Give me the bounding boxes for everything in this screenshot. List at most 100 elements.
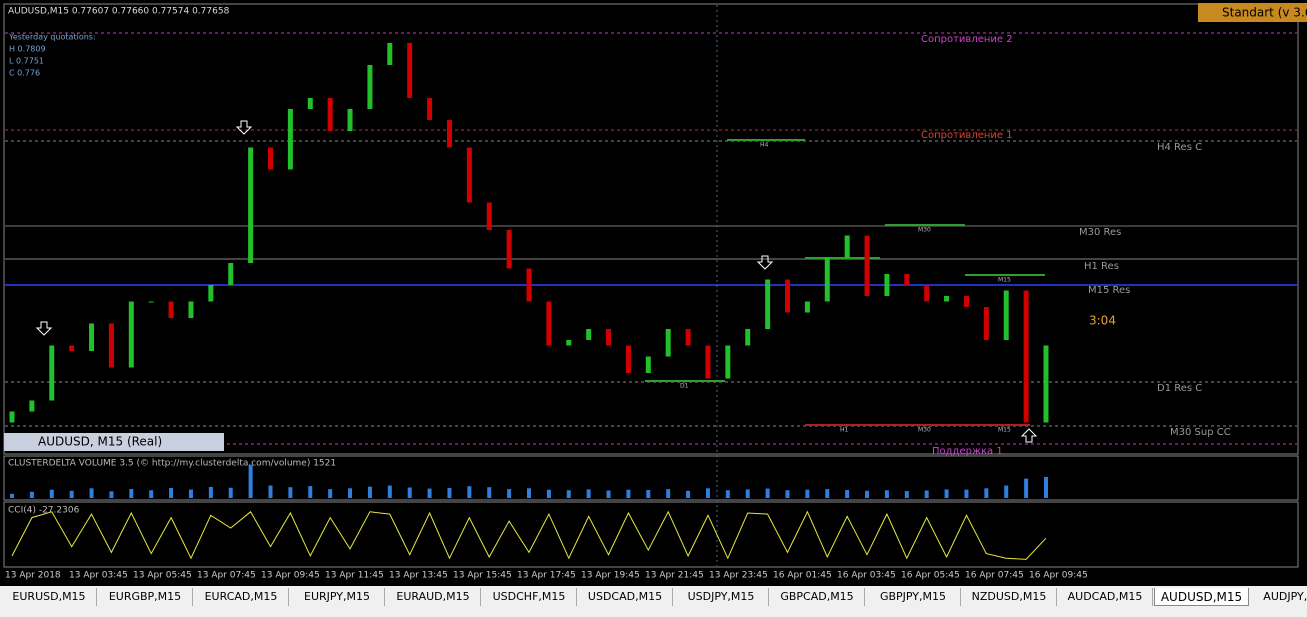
candle — [586, 329, 592, 340]
volume-bar — [884, 490, 889, 498]
symbol-tab[interactable]: EURCAD,M15 — [194, 588, 289, 606]
volume-bar — [507, 489, 512, 498]
chart-area: AUDUSD,M15 0.77607 0.77660 0.77574 0.776… — [3, 3, 1307, 581]
volume-bar — [566, 490, 571, 498]
candle — [884, 274, 890, 296]
volume-bar — [188, 489, 193, 498]
candle — [367, 65, 373, 109]
symbol-tab[interactable]: USDJPY,M15 — [674, 588, 769, 606]
candle — [506, 230, 512, 269]
symbol-tab[interactable]: EURAUD,M15 — [386, 588, 481, 606]
candle — [566, 340, 572, 346]
symbol-tab[interactable]: AUDUSD,M15 — [1154, 588, 1249, 606]
candle — [804, 301, 810, 313]
time-label: 13 Apr 13:45 — [389, 571, 448, 581]
candle — [347, 109, 353, 131]
level-label: M30 Res — [1079, 227, 1121, 238]
candle — [268, 147, 273, 170]
volume-bar — [467, 486, 472, 498]
candle — [228, 263, 234, 285]
volume-bar — [924, 490, 929, 498]
volume-bar — [546, 489, 551, 498]
candle — [665, 329, 671, 357]
volume-bar — [228, 487, 233, 498]
cci-label: CCI(4) -27.2306 — [8, 506, 80, 516]
candle — [446, 120, 452, 148]
volume-bar — [308, 486, 313, 498]
volume-bar — [904, 491, 909, 498]
candle — [765, 279, 771, 329]
volume-bar — [646, 489, 651, 498]
symbol-tab[interactable]: GBPCAD,M15 — [770, 588, 865, 606]
volume-bar — [705, 488, 710, 498]
volume-label: CLUSTERDELTA VOLUME 3.5 (© http://my.clu… — [8, 459, 336, 469]
volume-bar — [725, 490, 730, 498]
volume-bar — [745, 489, 750, 498]
volume-bar — [49, 489, 54, 498]
symbol-tab[interactable]: EURJPY,M15 — [290, 588, 385, 606]
candle — [407, 43, 413, 98]
time-label: 13 Apr 23:45 — [709, 571, 768, 581]
symbol-tab[interactable]: AUDJPY,M15 — [1250, 588, 1307, 606]
volume-bar — [984, 488, 989, 498]
time-label: 16 Apr 05:45 — [901, 571, 960, 581]
volume-bar — [447, 488, 452, 498]
indicator-name: Standart (v 3.6 — [1222, 6, 1307, 20]
time-label: 13 Apr 21:45 — [645, 571, 704, 581]
candle — [188, 301, 194, 318]
volume-bar — [29, 491, 34, 498]
level-label: Поддержка 1 — [932, 446, 1003, 457]
yesterday-close: C 0.776 — [9, 69, 40, 78]
time-label: 13 Apr 05:45 — [133, 571, 192, 581]
time-label: 16 Apr 03:45 — [837, 571, 896, 581]
symbol-tab[interactable]: USDCHF,M15 — [482, 588, 577, 606]
candle — [685, 329, 691, 346]
candle — [645, 356, 651, 373]
candle — [49, 345, 55, 401]
volume-bar — [427, 488, 432, 498]
candle — [924, 285, 930, 302]
volume-bar — [686, 490, 691, 498]
time-label: 13 Apr 15:45 — [453, 571, 512, 581]
segment-tag: M30 — [918, 227, 931, 234]
candle — [904, 274, 910, 285]
volume-bar — [1044, 476, 1048, 498]
timer: 3:04 — [1089, 314, 1116, 328]
candle — [526, 268, 532, 302]
time-label: 16 Apr 07:45 — [965, 571, 1024, 581]
symbol-tab[interactable]: EURUSD,M15 — [2, 588, 97, 606]
symbol-tab[interactable]: NZDUSD,M15 — [962, 588, 1057, 606]
segment-tag: M30 — [918, 427, 931, 434]
symbol-tab[interactable]: USDCAD,M15 — [578, 588, 673, 606]
volume-bar — [487, 487, 492, 498]
volume-bar — [825, 489, 830, 498]
candle — [108, 323, 114, 368]
volume-bar — [149, 490, 154, 498]
candle — [307, 98, 313, 109]
segment-tag: M15 — [998, 277, 1011, 284]
symbol-tabs: EURUSD,M15 EURGBP,M15 EURCAD,M15 EURJPY,M15… — [0, 586, 1307, 617]
volume-bar — [785, 490, 790, 498]
volume-bar — [1004, 485, 1009, 498]
candle — [148, 301, 154, 303]
main-window — [3, 3, 1299, 455]
candle — [327, 98, 333, 131]
time-label: 13 Apr 07:45 — [197, 571, 256, 581]
candle — [387, 43, 393, 65]
symbol-info: AUDUSD,M15 0.77607 0.77660 0.77574 0.776… — [8, 7, 230, 17]
candle — [29, 400, 35, 412]
subwindow-bar[interactable] — [4, 433, 224, 451]
segment-tag: M15 — [998, 427, 1011, 434]
volume-bar — [288, 487, 293, 498]
level-label: Сопротивление 2 — [921, 34, 1013, 45]
symbol-tab[interactable]: EURGBP,M15 — [98, 588, 193, 606]
volume-bar — [944, 489, 949, 498]
symbol-tab[interactable]: GBPJPY,M15 — [866, 588, 961, 606]
time-label: 13 Apr 17:45 — [517, 571, 576, 581]
volume-bar — [208, 486, 213, 498]
candle — [248, 147, 254, 263]
candle — [486, 202, 492, 230]
symbol-tab[interactable]: AUDCAD,M15 — [1058, 588, 1153, 606]
candle — [983, 307, 989, 340]
level-label: H1 Res — [1084, 261, 1119, 272]
